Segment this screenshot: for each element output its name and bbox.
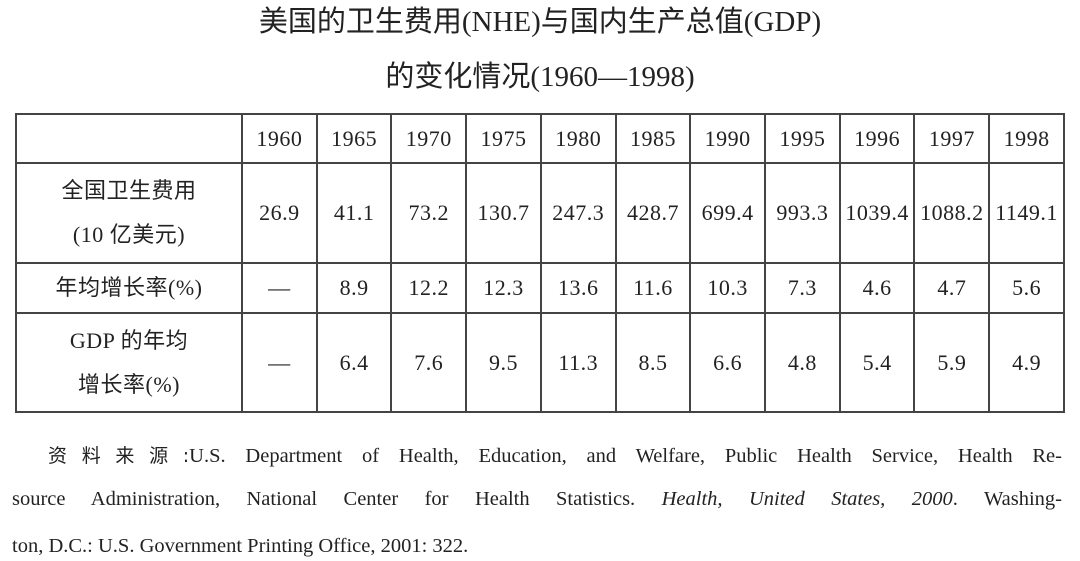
source-text: U.S. Department of Health, Education, an… (189, 445, 1062, 467)
table-cell: 7.6 (390, 312, 468, 413)
year-header: 1995 (764, 113, 841, 164)
header-row: 1960 1965 1970 1975 1980 1985 1990 1995 1996 1997… (15, 113, 1065, 164)
corner-cell (15, 113, 243, 164)
table-cell: 428.7 (614, 162, 692, 264)
table-cell: 12.3 (465, 262, 542, 314)
year-header: 1980 (539, 113, 617, 164)
source-text: source Administration, National Center f… (12, 488, 636, 510)
source-note-line-2: source Administration, National Center f… (12, 488, 1062, 511)
table-cell: 4.8 (764, 312, 841, 413)
year-header: 1965 (315, 113, 393, 164)
table-cell: 1088.2 (913, 162, 991, 264)
table-cell: 4.9 (988, 312, 1065, 413)
table-cell: — (241, 262, 318, 314)
row-label-line: GDP 的年均 (69, 327, 189, 353)
source-note-line-1: 资料来源:U.S. Department of Health, Educatio… (48, 441, 1062, 468)
table-cell: 247.3 (539, 162, 617, 264)
table-cell: 11.3 (539, 312, 617, 413)
table-cell: 10.3 (689, 262, 767, 314)
table-cell: 12.2 (390, 262, 468, 314)
table-cell: 73.2 (390, 162, 468, 264)
year-header: 1985 (614, 113, 692, 164)
table-cell: 11.6 (614, 262, 692, 314)
source-title: Health, United States, 2000 (661, 488, 953, 510)
table-cell: 6.6 (689, 312, 767, 413)
year-header: 1997 (913, 113, 991, 164)
title-line-1: 美国的卫生费用(NHE)与国内生产总值(GDP) (258, 6, 822, 38)
table-cell: 13.6 (539, 262, 617, 314)
table-cell: 1039.4 (838, 162, 916, 264)
row-label-line: 全国卫生费用 (61, 178, 197, 203)
data-table: 1960 1965 1970 1975 1980 1985 1990 1995 1996 1997… (15, 113, 1065, 413)
source-prefix: 资料来源: (48, 445, 190, 467)
table-cell: 130.7 (465, 162, 542, 264)
table-cell: 5.4 (838, 312, 916, 413)
year-header: 1996 (838, 113, 916, 164)
row-label: 年均增长率(%) (15, 262, 243, 314)
table-row: 年均增长率(%) —8.9 12.2 12.3 13.6 11.6 10.3 7.3 4.6 4.… (15, 262, 1065, 314)
table-cell: 4.7 (913, 262, 991, 314)
table-cell: 8.5 (614, 312, 692, 413)
year-header: 1998 (988, 113, 1065, 164)
table-cell: 1149.1 (988, 162, 1065, 264)
table-cell: 9.5 (465, 312, 542, 413)
row-label: 全国卫生费用 (10 亿美元) (15, 162, 243, 264)
table-cell: 7.3 (764, 262, 841, 314)
source-text: . Washing- (952, 488, 1062, 510)
year-header: 1960 (241, 113, 318, 164)
row-label: GDP 的年均 增长率(%) (15, 312, 243, 413)
table-row: GDP 的年均 增长率(%) —6.4 7.6 9.5 11.3 8.5 6.6 4.8 5.4 5… (15, 312, 1065, 413)
table-row: 全国卫生费用 (10 亿美元) 26.9 41.1 73.2 130.7 247.3 428.… (15, 162, 1065, 264)
table-cell: 6.4 (315, 312, 393, 413)
title-line-2: 的变化情况(1960—1998) (385, 61, 695, 93)
row-label-line: 增长率(%) (78, 371, 180, 397)
table-cell: 699.4 (689, 162, 767, 264)
table-cell: 26.9 (241, 162, 318, 264)
table-cell: 8.9 (315, 262, 393, 314)
table-cell: 5.6 (988, 262, 1065, 314)
source-note-line-3: ton, D.C.: U.S. Government Printing Offi… (12, 535, 469, 557)
row-label-line: (10 亿美元) (72, 222, 186, 247)
year-header: 1990 (689, 113, 767, 164)
table-cell: — (241, 312, 318, 413)
year-header: 1975 (465, 113, 542, 164)
table-cell: 5.9 (913, 312, 991, 413)
table-cell: 41.1 (315, 162, 393, 264)
table-cell: 993.3 (764, 162, 841, 264)
table-cell: 4.6 (838, 262, 916, 314)
year-header: 1970 (390, 113, 468, 164)
